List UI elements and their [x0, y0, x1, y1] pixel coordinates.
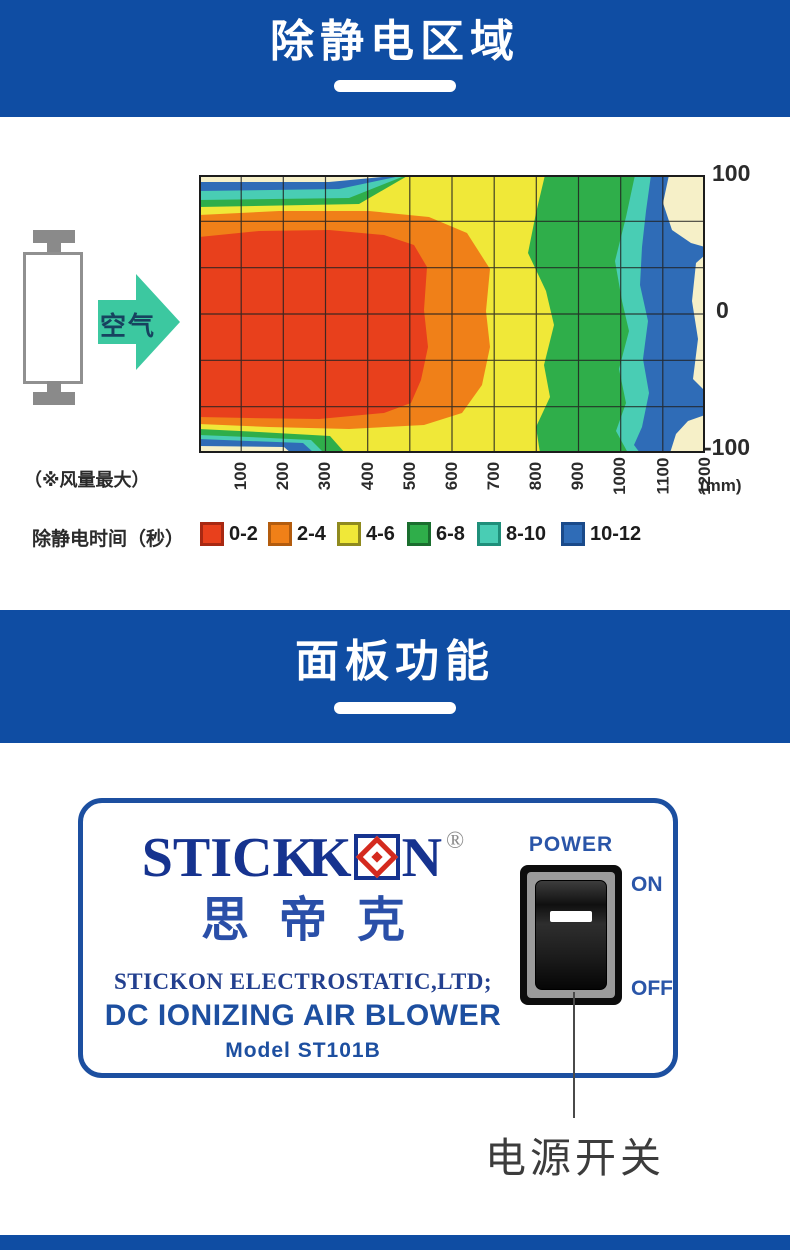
power-switch-caption: 电源开关 — [485, 1135, 665, 1181]
brand-diamond-logo-icon — [353, 834, 400, 880]
grid-lines — [199, 175, 705, 453]
fan-body — [23, 252, 83, 384]
x-tick: 200 — [273, 461, 292, 491]
contour-plot — [199, 175, 705, 453]
product-name: DC IONIZING AIR BLOWER — [104, 999, 502, 1032]
axis-unit-label: (mm) — [700, 476, 742, 495]
legend-item-10-12: 10-12 — [561, 522, 641, 546]
x-tick: 700 — [484, 461, 503, 491]
switch-pointer-line — [573, 992, 575, 1118]
x-tick: 100 — [231, 461, 250, 491]
y-tick-neg100: -100 — [704, 434, 751, 460]
legend-swatch-yellow — [337, 522, 361, 546]
x-tick: 1000 — [609, 457, 629, 495]
x-tick: 400 — [358, 461, 377, 491]
y-tick-0: 0 — [716, 297, 729, 323]
x-tick: 500 — [400, 461, 419, 491]
x-tick: 1100 — [652, 457, 672, 495]
section-banner-panel-functions: 面板功能 — [0, 610, 790, 743]
model-number: Model ST101B — [225, 1039, 381, 1062]
brand-text-left: STICK — [141, 827, 317, 889]
on-label: ON — [631, 873, 663, 896]
panel-label-card: STICKK N ® 思帝克 STICKON ELECTROSTATIC,LTD; … — [78, 798, 678, 1078]
brand-chinese-name: 思帝克 — [200, 894, 435, 947]
legend-swatch-orange — [268, 522, 292, 546]
title-underline — [334, 702, 456, 714]
section-title: 面板功能 — [295, 637, 495, 686]
legend-item-4-6: 4-6 — [337, 522, 395, 546]
legend-item-8-10: 8-10 — [477, 522, 546, 546]
power-label: POWER — [528, 833, 614, 856]
switch-rocker — [535, 880, 607, 990]
fan-bottom-bracket — [33, 392, 75, 405]
section-title: 除静电区域 — [270, 17, 520, 66]
legend-item-2-4: 2-4 — [268, 522, 326, 546]
fan-bottom-stem — [47, 381, 61, 392]
legend-swatch-red — [200, 522, 224, 546]
static-elimination-chart: 空气 100 0 -100 — [0, 117, 790, 610]
registered-trademark-icon: ® — [446, 828, 465, 854]
legend-title: 除静电时间（秒） — [32, 529, 185, 550]
brand-text-right: N — [401, 827, 443, 889]
company-name: STICKON ELECTROSTATIC,LTD; — [113, 969, 493, 994]
air-flow-label: 空气 — [99, 311, 156, 341]
x-tick: 900 — [568, 461, 587, 491]
legend-swatch-teal — [477, 522, 501, 546]
bottom-divider-bar — [0, 1235, 790, 1250]
plot-border — [199, 175, 705, 453]
band-0-2 — [199, 230, 428, 419]
legend-item-0-2: 0-2 — [200, 522, 258, 546]
air-flow-arrow-icon — [98, 274, 180, 370]
legend-swatch-blue — [561, 522, 585, 546]
section-banner-static-area: 除静电区域 — [0, 0, 790, 117]
switch-bezel — [527, 872, 615, 998]
switch-rocker-dash — [550, 911, 592, 922]
brand-logo: STICKK N ® — [83, 829, 523, 886]
off-label: OFF — [631, 977, 673, 1000]
max-airflow-note: （※风量最大） — [24, 470, 150, 490]
legend-swatch-green — [407, 522, 431, 546]
y-tick-100: 100 — [712, 160, 751, 186]
legend-item-6-8: 6-8 — [407, 522, 465, 546]
brand-text-k: K — [308, 827, 352, 889]
power-rocker-switch — [520, 865, 622, 1005]
x-tick: 300 — [315, 461, 334, 491]
x-tick: 600 — [442, 461, 461, 491]
title-underline — [334, 80, 456, 92]
fan-top-stem — [47, 243, 61, 253]
x-tick: 800 — [526, 461, 545, 491]
fan-top-bracket — [33, 230, 75, 243]
